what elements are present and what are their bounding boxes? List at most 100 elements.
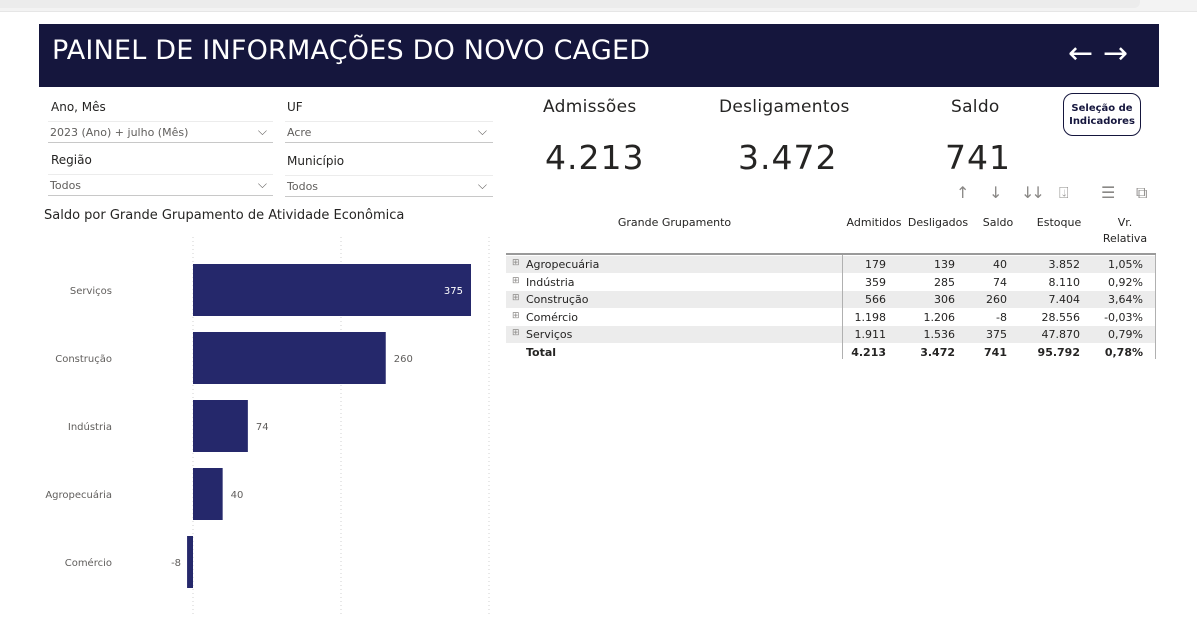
kpi-saldo-value: 741 <box>945 138 1011 177</box>
cell-admitidos: 1.911 <box>854 328 887 341</box>
dropdown-uf[interactable]: Acre ⌵ <box>285 121 493 143</box>
cell-grupamento: Serviços <box>526 328 573 341</box>
bar-indústria[interactable] <box>193 400 248 452</box>
bar-serviços[interactable] <box>193 264 471 316</box>
cell-desligados: 1.536 <box>923 328 956 341</box>
back-arrow-icon[interactable]: ← <box>1068 36 1094 71</box>
filter-label-regiao: Região <box>51 153 92 167</box>
dropdown-municipio[interactable]: Todos ⌵ <box>285 175 493 197</box>
forward-arrow-icon[interactable]: → <box>1103 36 1129 71</box>
cell-vr: 1,05% <box>1108 258 1143 271</box>
filter-label-uf: UF <box>287 100 303 114</box>
table-row[interactable]: ⊞ Serviços 1.911 1.536 375 47.870 0,79% <box>506 326 1156 343</box>
expand-row-icon[interactable]: ⊞ <box>512 310 520 321</box>
table-row[interactable]: ⊞ Construção 566 306 260 7.404 3,64% <box>506 291 1156 308</box>
saldo-bar-chart[interactable]: Serviços 375 Construção 260 Indústria 74 Agrop… <box>40 232 495 617</box>
selecao-indicadores-button[interactable]: Seleção de Indicadores <box>1063 93 1141 136</box>
category-label: Indústria <box>68 421 112 433</box>
col-header-admitidos[interactable]: Admitidos <box>846 216 902 229</box>
chevron-down-icon: ⌵ <box>257 124 267 138</box>
table-total-row[interactable]: Total 4.213 3.472 741 95.792 0,78% <box>506 344 1156 361</box>
filter-label-municipio: Município <box>287 154 345 168</box>
col-header-estoque[interactable]: Estoque <box>1036 216 1082 229</box>
cell-saldo: -8 <box>996 310 1007 324</box>
category-label: Agropecuária <box>45 489 112 501</box>
cell-estoque: 47.870 <box>1041 328 1081 341</box>
data-label: 74 <box>256 422 269 433</box>
cell-admitidos: 4.213 <box>851 345 886 359</box>
col-header-saldo[interactable]: Saldo <box>982 216 1014 229</box>
dropdown-ano-mes-value: 2023 (Ano) + julho (Mês) <box>50 126 189 139</box>
page-title: PAINEL DE INFORMAÇÕES DO NOVO CAGED <box>52 35 651 66</box>
window-top-strip <box>0 0 1197 12</box>
cell-estoque: 28.556 <box>1041 310 1081 324</box>
dropdown-regiao[interactable]: Todos ⌵ <box>48 174 273 196</box>
cell-desligados: 306 <box>934 293 955 306</box>
cell-desligados: 285 <box>934 275 955 289</box>
table-right-border <box>1155 255 1156 359</box>
col-header-desligados[interactable]: Desligados <box>907 216 969 229</box>
cell-admitidos: 1.198 <box>854 310 887 324</box>
expand-hierarchy-icon[interactable]: ⍗ <box>1059 183 1069 202</box>
cell-desligados: 1.206 <box>923 310 956 324</box>
bar-comércio[interactable] <box>187 536 193 588</box>
data-label: 40 <box>231 490 244 501</box>
double-arrow-down-icon[interactable]: ↓↓ <box>1021 183 1045 202</box>
cell-saldo: 260 <box>986 293 1007 306</box>
bar-construção[interactable] <box>193 332 386 384</box>
cell-vr: -0,03% <box>1104 310 1143 324</box>
cell-desligados: 3.472 <box>920 345 955 359</box>
cell-grupamento: Comércio <box>526 310 579 324</box>
col-header-grupamento[interactable]: Grande Grupamento <box>617 216 732 229</box>
chevron-down-icon: ⌵ <box>477 124 487 138</box>
dropdown-regiao-value: Todos <box>50 179 82 192</box>
expand-row-icon[interactable]: ⊞ <box>512 258 520 268</box>
col-header-vr-relativa[interactable]: Vr. Relativa <box>1097 215 1153 247</box>
cell-desligados: 139 <box>934 258 955 271</box>
cell-vr: 0,92% <box>1108 275 1143 289</box>
focus-mode-icon[interactable]: ⧉ <box>1136 183 1148 202</box>
expand-row-icon[interactable]: ⊞ <box>512 293 520 303</box>
category-label: Construção <box>55 354 112 365</box>
cell-grupamento: Construção <box>526 293 589 306</box>
expand-row-icon[interactable]: ⊞ <box>512 328 520 338</box>
filter-label-ano-mes: Ano, Mês <box>51 100 106 114</box>
data-label: 375 <box>444 286 463 297</box>
filter-icon[interactable]: ☰ <box>1101 183 1116 202</box>
chart-title: Saldo por Grande Grupamento de Atividade… <box>44 208 405 223</box>
header-banner: PAINEL DE INFORMAÇÕES DO NOVO CAGED ← → <box>39 24 1159 87</box>
kpi-desligamentos-value: 3.472 <box>738 138 838 177</box>
cell-admitidos: 359 <box>865 275 886 289</box>
cell-estoque: 8.110 <box>1048 275 1081 289</box>
dropdown-ano-mes[interactable]: 2023 (Ano) + julho (Mês) ⌵ <box>48 121 273 143</box>
kpi-admissoes-label: Admissões <box>543 97 637 117</box>
cell-saldo: 741 <box>984 345 1007 359</box>
col-header-vr-line2: Relativa <box>1102 232 1148 245</box>
table-row[interactable]: ⊞ Comércio 1.198 1.206 -8 28.556 -0,03% <box>506 309 1156 326</box>
table-row[interactable]: ⊞ Indústria 359 285 74 8.110 0,92% <box>506 274 1156 291</box>
expand-row-icon[interactable]: ⊞ <box>512 275 520 286</box>
cell-grupamento: Indústria <box>526 275 575 289</box>
dropdown-municipio-value: Todos <box>287 180 319 193</box>
cell-estoque: 3.852 <box>1048 258 1081 271</box>
cell-admitidos: 566 <box>865 293 886 306</box>
cell-estoque: 7.404 <box>1048 293 1081 306</box>
selecao-button-line1: Seleção de <box>1071 103 1133 114</box>
data-label: -8 <box>171 558 181 569</box>
table-row[interactable]: ⊞ Agropecuária 179 139 40 3.852 1,05% <box>506 256 1156 273</box>
kpi-desligamentos-label: Desligamentos <box>719 97 850 117</box>
arrow-down-icon[interactable]: ↓ <box>989 183 1003 202</box>
cell-saldo: 74 <box>993 275 1007 289</box>
table-header-divider <box>506 253 1156 255</box>
cell-saldo: 375 <box>986 328 1007 341</box>
bar-agropecuária[interactable] <box>193 468 223 520</box>
chevron-down-icon: ⌵ <box>257 177 267 191</box>
arrow-up-icon[interactable]: ↑ <box>956 183 970 202</box>
kpi-admissoes-value: 4.213 <box>545 138 645 177</box>
table-column-separator <box>842 255 843 359</box>
top-strip-segment <box>0 0 1140 8</box>
cell-vr: 0,79% <box>1108 328 1143 341</box>
category-label: Serviços <box>70 286 112 297</box>
dropdown-uf-value: Acre <box>287 126 312 139</box>
chevron-down-icon: ⌵ <box>477 178 487 192</box>
